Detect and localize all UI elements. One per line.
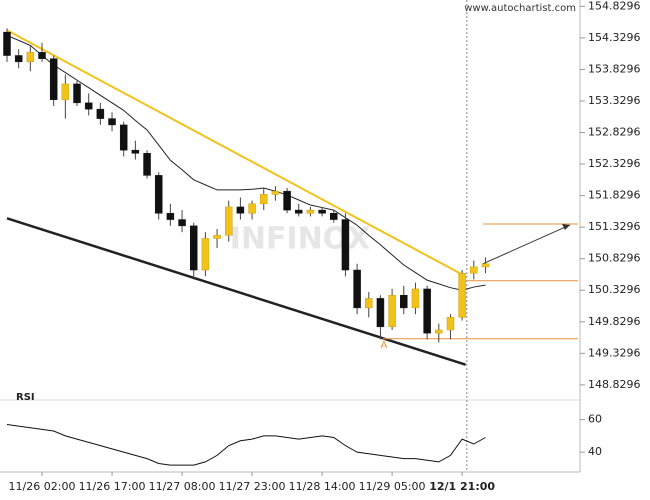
candle-body: [283, 190, 291, 211]
rsi-line: [6, 424, 486, 466]
candle-body: [96, 108, 105, 119]
candle-body: [330, 212, 338, 220]
x-tick-label: 11/27 23:00: [219, 480, 286, 493]
candle-body: [259, 194, 268, 205]
y-tick-label: 152.3296: [588, 157, 641, 170]
x-tick-label: 11/28 14:00: [289, 480, 356, 493]
candle-body: [73, 83, 81, 104]
forecast-arrow: [482, 224, 571, 265]
y-tick-label: 154.3296: [588, 31, 641, 44]
candle-body: [131, 149, 140, 154]
candle-body: [481, 263, 490, 268]
candle-body: [154, 175, 163, 214]
candle-body: [213, 235, 221, 239]
candle-body: [166, 212, 175, 220]
candle-body: [458, 272, 466, 318]
candle-body: [236, 206, 245, 214]
y-tick-label: 150.8296: [588, 252, 641, 265]
source: www.autochartist.com: [464, 3, 576, 14]
moving-average: [6, 34, 486, 291]
candle-body: [400, 295, 408, 309]
candle-body: [14, 55, 23, 63]
candle-body: [178, 219, 186, 227]
candle-body: [143, 153, 151, 176]
candle-body: [224, 206, 233, 236]
x-tick-label: 11/27 08:00: [149, 480, 216, 493]
candle-body: [470, 266, 478, 274]
candle-body: [376, 298, 385, 328]
y-tick-label: 151.3296: [588, 220, 641, 233]
candle-body: [84, 102, 93, 110]
x-tick-label: 11/26 17:00: [79, 480, 146, 493]
candle-body: [61, 83, 70, 100]
candle-body: [38, 52, 46, 59]
candle-body: [423, 288, 431, 334]
x-tick-label: 11/26 02:00: [9, 480, 76, 493]
candle-body: [49, 58, 58, 100]
candle-body: [271, 190, 280, 195]
candle-body: [435, 329, 443, 334]
y-tick-label: 152.8296: [588, 126, 641, 139]
rsi-tick-label: 60: [588, 413, 602, 426]
candle-body: [446, 317, 455, 331]
candle-body: [295, 209, 303, 214]
x-tick-label: 12/1 21:00: [429, 480, 495, 493]
y-tick-label: 153.3296: [588, 94, 641, 107]
candle-body: [411, 288, 420, 309]
candle-body: [248, 203, 256, 214]
y-tick-label: 149.3296: [588, 346, 641, 359]
candle-body: [201, 238, 210, 271]
y-tick-label: 153.8296: [588, 62, 641, 75]
rsi-tick-label: 40: [588, 445, 602, 458]
y-tick-label: 151.8296: [588, 189, 641, 202]
candle-body: [108, 118, 116, 126]
x-tick-label: 11/29 05:00: [359, 480, 426, 493]
y-tick-label: 149.8296: [588, 315, 641, 328]
candle-body: [341, 219, 350, 271]
candle-body: [306, 209, 315, 214]
candle-body: [365, 298, 373, 309]
candle-body: [189, 225, 198, 271]
forecast-arrow-head: [562, 223, 570, 230]
candle-body: [26, 52, 35, 63]
candle-body: [3, 31, 11, 56]
support-line: [6, 217, 467, 366]
rsi-title: RSI: [16, 392, 35, 403]
y-tick-label: 150.3296: [588, 283, 641, 296]
candle-body: [318, 209, 326, 214]
y-tick-label: 148.8296: [588, 378, 641, 391]
resistance-line: [6, 29, 467, 278]
annotation: A: [381, 340, 388, 351]
y-tick-label: 154.8296: [588, 0, 641, 12]
candle-body: [388, 295, 396, 328]
candle-body: [353, 269, 361, 309]
watermark: INFINOX: [230, 222, 371, 257]
candle-body: [119, 124, 128, 151]
